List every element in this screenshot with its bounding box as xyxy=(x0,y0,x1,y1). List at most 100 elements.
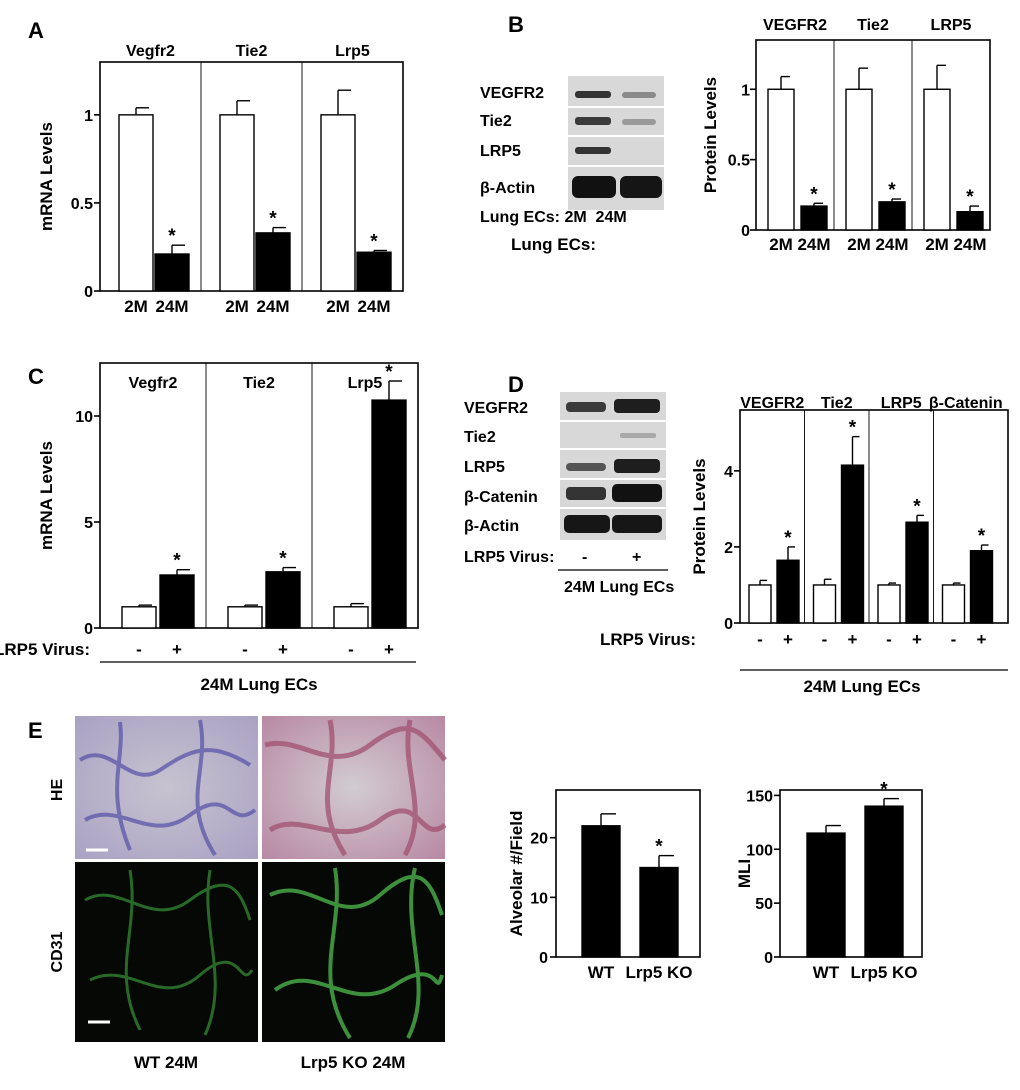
bar-vegfr2-0-category-label: 2M xyxy=(769,235,793,254)
blot-d-label-actin: β-Actin xyxy=(464,518,519,535)
chart-a: 0 0.5 1 mRNA Levels Vegfr2 2M * 24M Tie2 2M * 24M Lr… xyxy=(37,43,404,316)
blot-d-label-catenin: β-Catenin xyxy=(464,489,538,506)
blot-b-band-tie2-24m xyxy=(622,119,656,125)
y-tick-label: 0.5 xyxy=(71,196,93,213)
bar-lrp5-ko-significance: * xyxy=(880,780,888,801)
blot-d-band-vegfr2-minus xyxy=(566,402,606,412)
bar--catenin-0 xyxy=(941,584,966,624)
micrographs-e: HE CD31 WT 24M Lrp5 KO 24M xyxy=(49,716,447,1072)
image-he-ko-tissue xyxy=(264,719,447,857)
blot-d-band-actin-plus xyxy=(612,515,662,533)
bar-tie2-1 xyxy=(265,571,301,629)
row-label-he: HE xyxy=(49,779,66,802)
y-tick-label: 0.5 xyxy=(728,153,750,170)
bar-tie2-1 xyxy=(840,464,865,624)
panel-letter-c: C xyxy=(28,364,44,389)
bar-vegfr2-1-category-label: 24M xyxy=(155,297,188,316)
blot-d-band-catenin-plus xyxy=(612,484,662,502)
blot-d-band-catenin-minus xyxy=(566,487,606,500)
blot-d-band-lrp5-plus xyxy=(614,459,660,473)
bar-lrp5-1-category-label: 24M xyxy=(953,235,986,254)
image-cd31-wt xyxy=(75,862,258,1042)
bar-vegfr2-0 xyxy=(121,606,157,629)
bar-vegfr2-1-significance: * xyxy=(168,226,176,247)
panel-letter-e: E xyxy=(28,718,43,743)
bar-lrp5-ko xyxy=(639,866,679,958)
blot-d-lane-label: LRP5 Virus: xyxy=(464,549,554,566)
footer-label: 24M Lung ECs xyxy=(200,675,317,694)
blot-b-label-vegfr2: VEGFR2 xyxy=(480,85,544,102)
bar-lrp5-ko-significance: * xyxy=(655,837,663,858)
y-tick-label: 1 xyxy=(741,82,750,99)
bar-vegfr2-0-category-label: - xyxy=(757,630,763,649)
blot-d-label-lrp5: LRP5 xyxy=(464,459,505,476)
bar-vegfr2-0 xyxy=(748,584,772,624)
bar-wt-category-label: WT xyxy=(813,963,840,982)
row-label-cd31: CD31 xyxy=(49,931,66,972)
bar-tie2-1-category-label: + xyxy=(848,630,858,649)
blot-b-band-actin-2m xyxy=(572,176,616,198)
blot-b-band-tie2-2m xyxy=(575,117,611,125)
image-he-wt xyxy=(75,716,258,859)
bar--catenin-1 xyxy=(969,550,994,624)
bar-vegfr2-1 xyxy=(154,253,190,292)
bar-lrp5-ko xyxy=(864,805,904,958)
bar-lrp5-1-category-label: + xyxy=(912,630,922,649)
group-header: Tie2 xyxy=(236,43,268,60)
plot-frame xyxy=(99,362,419,629)
blot-d-label-tie2: Tie2 xyxy=(464,429,496,446)
row-label: LRP5 Virus: xyxy=(0,640,90,659)
bar-tie2-1-significance: * xyxy=(279,549,287,570)
blot-d-band-lrp5-minus xyxy=(566,463,606,471)
blot-b-band-lrp5-2m xyxy=(575,147,611,154)
blot-d-band-tie2-plus xyxy=(620,433,656,438)
bar-vegfr2-1-category-label: + xyxy=(172,640,182,659)
bar-tie2-1 xyxy=(255,232,291,292)
y-tick-label: 1 xyxy=(84,108,93,125)
col-label-wt: WT 24M xyxy=(134,1053,198,1072)
bar-vegfr2-1-significance: * xyxy=(173,551,181,572)
bar-lrp5-1 xyxy=(956,211,984,231)
bar-vegfr2-1 xyxy=(800,205,828,231)
bar-lrp5-1-significance: * xyxy=(966,187,974,208)
chart-d: 0 2 4 Protein Levels VEGFR2 - * + Tie2 - * + LRP5 - * +… xyxy=(600,395,1009,696)
image-cd31-wt-signal xyxy=(84,869,254,1036)
bar-vegfr2-0-category-label: 2M xyxy=(124,297,148,316)
y-tick-label: 0 xyxy=(741,223,750,240)
blot-d: VEGFR2 Tie2 LRP5 β-Catenin β-Actin LRP5 … xyxy=(464,392,674,596)
plot-frame xyxy=(739,409,1009,624)
group-header: LRP5 xyxy=(931,17,972,34)
blot-b: VEGFR2 Tie2 LRP5 β-Actin Lung ECs: 2M 24… xyxy=(480,76,664,226)
group-header: Vegfr2 xyxy=(126,43,175,60)
bar-wt xyxy=(581,825,621,958)
bar-lrp5-1 xyxy=(905,521,929,624)
y-axis-label: mRNA Levels xyxy=(37,122,56,231)
bar--catenin-1-significance: * xyxy=(978,526,986,547)
row-label: LRP5 Virus: xyxy=(600,630,696,649)
y-tick-label: 5 xyxy=(84,515,93,532)
bar-tie2-0 xyxy=(812,584,837,624)
bar-vegfr2-0-category-label: - xyxy=(136,640,142,659)
y-tick-label: 150 xyxy=(746,788,773,805)
bar-vegfr2-1-category-label: 24M xyxy=(797,235,830,254)
y-tick-label: 0 xyxy=(84,284,93,301)
bar-tie2-1-category-label: 24M xyxy=(875,235,908,254)
group-header: Vegfr2 xyxy=(129,375,178,392)
panel-letter-d: D xyxy=(508,372,524,397)
bar-lrp5-1-category-label: + xyxy=(384,640,394,659)
group-header: VEGFR2 xyxy=(763,17,827,34)
image-he-wt-tissue xyxy=(78,719,257,857)
bar-lrp5-ko-category-label: Lrp5 KO xyxy=(625,963,692,982)
bar-tie2-0-category-label: - xyxy=(242,640,248,659)
blot-b-band-vegfr2-24m xyxy=(622,92,656,98)
bar-wt xyxy=(806,832,846,958)
bar-tie2-0-category-label: - xyxy=(822,630,828,649)
y-tick-label: 50 xyxy=(755,896,773,913)
plot-frame xyxy=(779,789,923,958)
blot-d-lane-minus: - xyxy=(582,549,587,566)
bar-lrp5-1 xyxy=(371,399,407,629)
blot-d-footer: 24M Lung ECs xyxy=(564,579,674,596)
blot-b-label-lrp5: LRP5 xyxy=(480,143,521,160)
y-tick-label: 10 xyxy=(75,409,93,426)
